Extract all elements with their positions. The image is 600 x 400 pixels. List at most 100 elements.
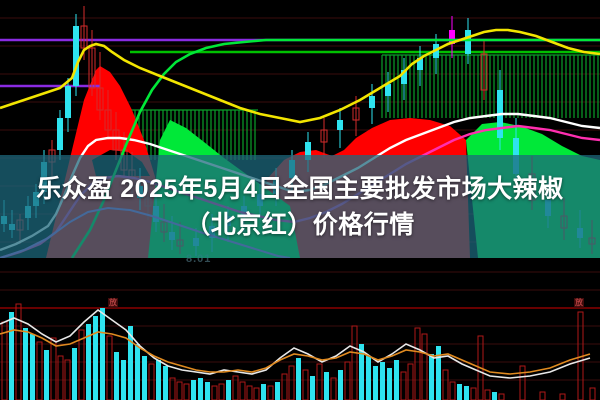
volume-bar xyxy=(128,326,133,400)
volume-bar xyxy=(176,381,183,400)
volume-bar xyxy=(267,385,274,400)
volume-bar xyxy=(288,365,295,400)
volume-bar xyxy=(344,361,351,400)
volume-bar xyxy=(78,329,85,400)
candlestick xyxy=(112,112,120,160)
volume-bar xyxy=(380,362,385,400)
volume-ma-orange xyxy=(0,329,591,375)
volume-bar xyxy=(498,393,505,400)
volume-bar xyxy=(407,363,414,400)
candlestick xyxy=(369,84,375,124)
volume-bar xyxy=(394,360,399,400)
volume-bar xyxy=(400,371,407,400)
volume-bar xyxy=(9,312,14,400)
volume-bar xyxy=(281,373,288,400)
volume-bar xyxy=(156,360,161,400)
candlestick xyxy=(480,40,488,100)
volume-bar xyxy=(232,375,239,400)
volume-bar xyxy=(50,337,57,400)
volume-bar xyxy=(198,378,203,400)
volume-bar xyxy=(351,325,358,400)
volume-bar xyxy=(338,370,343,400)
volume-bar xyxy=(72,348,77,400)
volume-bar xyxy=(57,355,64,400)
volume-bar xyxy=(421,333,428,400)
volume-bar xyxy=(246,385,253,400)
volume-bar xyxy=(442,369,449,400)
volume-bar xyxy=(100,308,105,400)
volume-bar xyxy=(470,387,477,400)
volume-bar xyxy=(429,354,434,400)
volume-bar xyxy=(211,385,218,400)
volume-bar xyxy=(30,334,35,400)
volume-bar xyxy=(484,389,491,400)
volume-bar xyxy=(324,372,329,400)
volume-bar xyxy=(261,384,266,400)
candlestick xyxy=(88,30,96,96)
candlestick xyxy=(73,14,79,96)
volume-marker-right: 放 xyxy=(574,298,584,308)
volume-bar xyxy=(366,356,371,400)
candlestick xyxy=(96,52,104,120)
candlestick xyxy=(337,108,343,148)
title-overlay-band: 乐众盈 2025年5月4日全国主要批发市场大辣椒 （北京红）价格行情 xyxy=(0,155,600,258)
volume-bar xyxy=(114,352,119,400)
volume-bar xyxy=(359,344,364,400)
volume-bar xyxy=(106,335,113,400)
volume-bar xyxy=(36,341,43,400)
volume-bar xyxy=(142,356,147,400)
volume-bar xyxy=(191,380,196,400)
page-title-line-2: （北京红）价格行情 xyxy=(185,210,415,239)
volume-bar xyxy=(169,377,176,400)
volume-bar xyxy=(93,316,98,400)
candlestick xyxy=(320,118,328,158)
volume-bar xyxy=(559,393,566,400)
volume-bar xyxy=(275,382,280,400)
volume-bar xyxy=(296,358,301,400)
volume-bar xyxy=(86,324,91,400)
volume-bar xyxy=(387,368,392,400)
volume-bar xyxy=(148,363,155,400)
ma-yellow-line xyxy=(0,28,600,124)
candlestick xyxy=(385,72,391,112)
volume-bar xyxy=(436,346,441,400)
volume-bar xyxy=(330,377,337,400)
volume-ma-white xyxy=(0,308,591,379)
volume-bar xyxy=(449,381,456,400)
candlestick xyxy=(65,78,71,132)
volume-bar xyxy=(477,335,484,400)
volume-bar xyxy=(414,327,421,400)
candlestick xyxy=(104,90,112,140)
volume-marker-left: 放 xyxy=(108,298,118,308)
volume-bar xyxy=(492,392,497,400)
volume-bar xyxy=(64,359,71,400)
page-title-line-1: 乐众盈 2025年5月4日全国主要批发市场大辣椒 xyxy=(36,174,564,203)
volume-bar xyxy=(205,382,210,400)
volume-bar xyxy=(302,369,309,400)
volume-bar xyxy=(226,380,231,400)
volume-bar xyxy=(457,384,462,400)
volume-bar xyxy=(310,376,315,400)
volume-bar xyxy=(163,366,168,400)
volume-bar xyxy=(135,344,140,400)
volume-bar xyxy=(239,381,246,400)
volume-bar xyxy=(15,303,22,400)
volume-bar xyxy=(316,363,323,400)
volume-bar xyxy=(183,383,190,400)
volume-bar xyxy=(23,328,28,400)
green-hatch-zone xyxy=(381,54,600,118)
volume-bar xyxy=(373,366,378,400)
candlestick xyxy=(417,46,423,86)
volume-bar xyxy=(218,383,225,400)
candlestick xyxy=(401,58,407,100)
candlestick xyxy=(57,110,63,160)
volume-bar xyxy=(539,391,546,400)
volume-bar xyxy=(464,386,469,400)
volume-bar xyxy=(121,360,126,400)
candlestick xyxy=(449,16,455,58)
volume-chart-canvas[interactable] xyxy=(0,258,600,400)
volume-bar xyxy=(519,365,526,400)
volume-bar xyxy=(253,387,260,400)
volume-chart-panel[interactable]: 放 放 xyxy=(0,258,600,400)
